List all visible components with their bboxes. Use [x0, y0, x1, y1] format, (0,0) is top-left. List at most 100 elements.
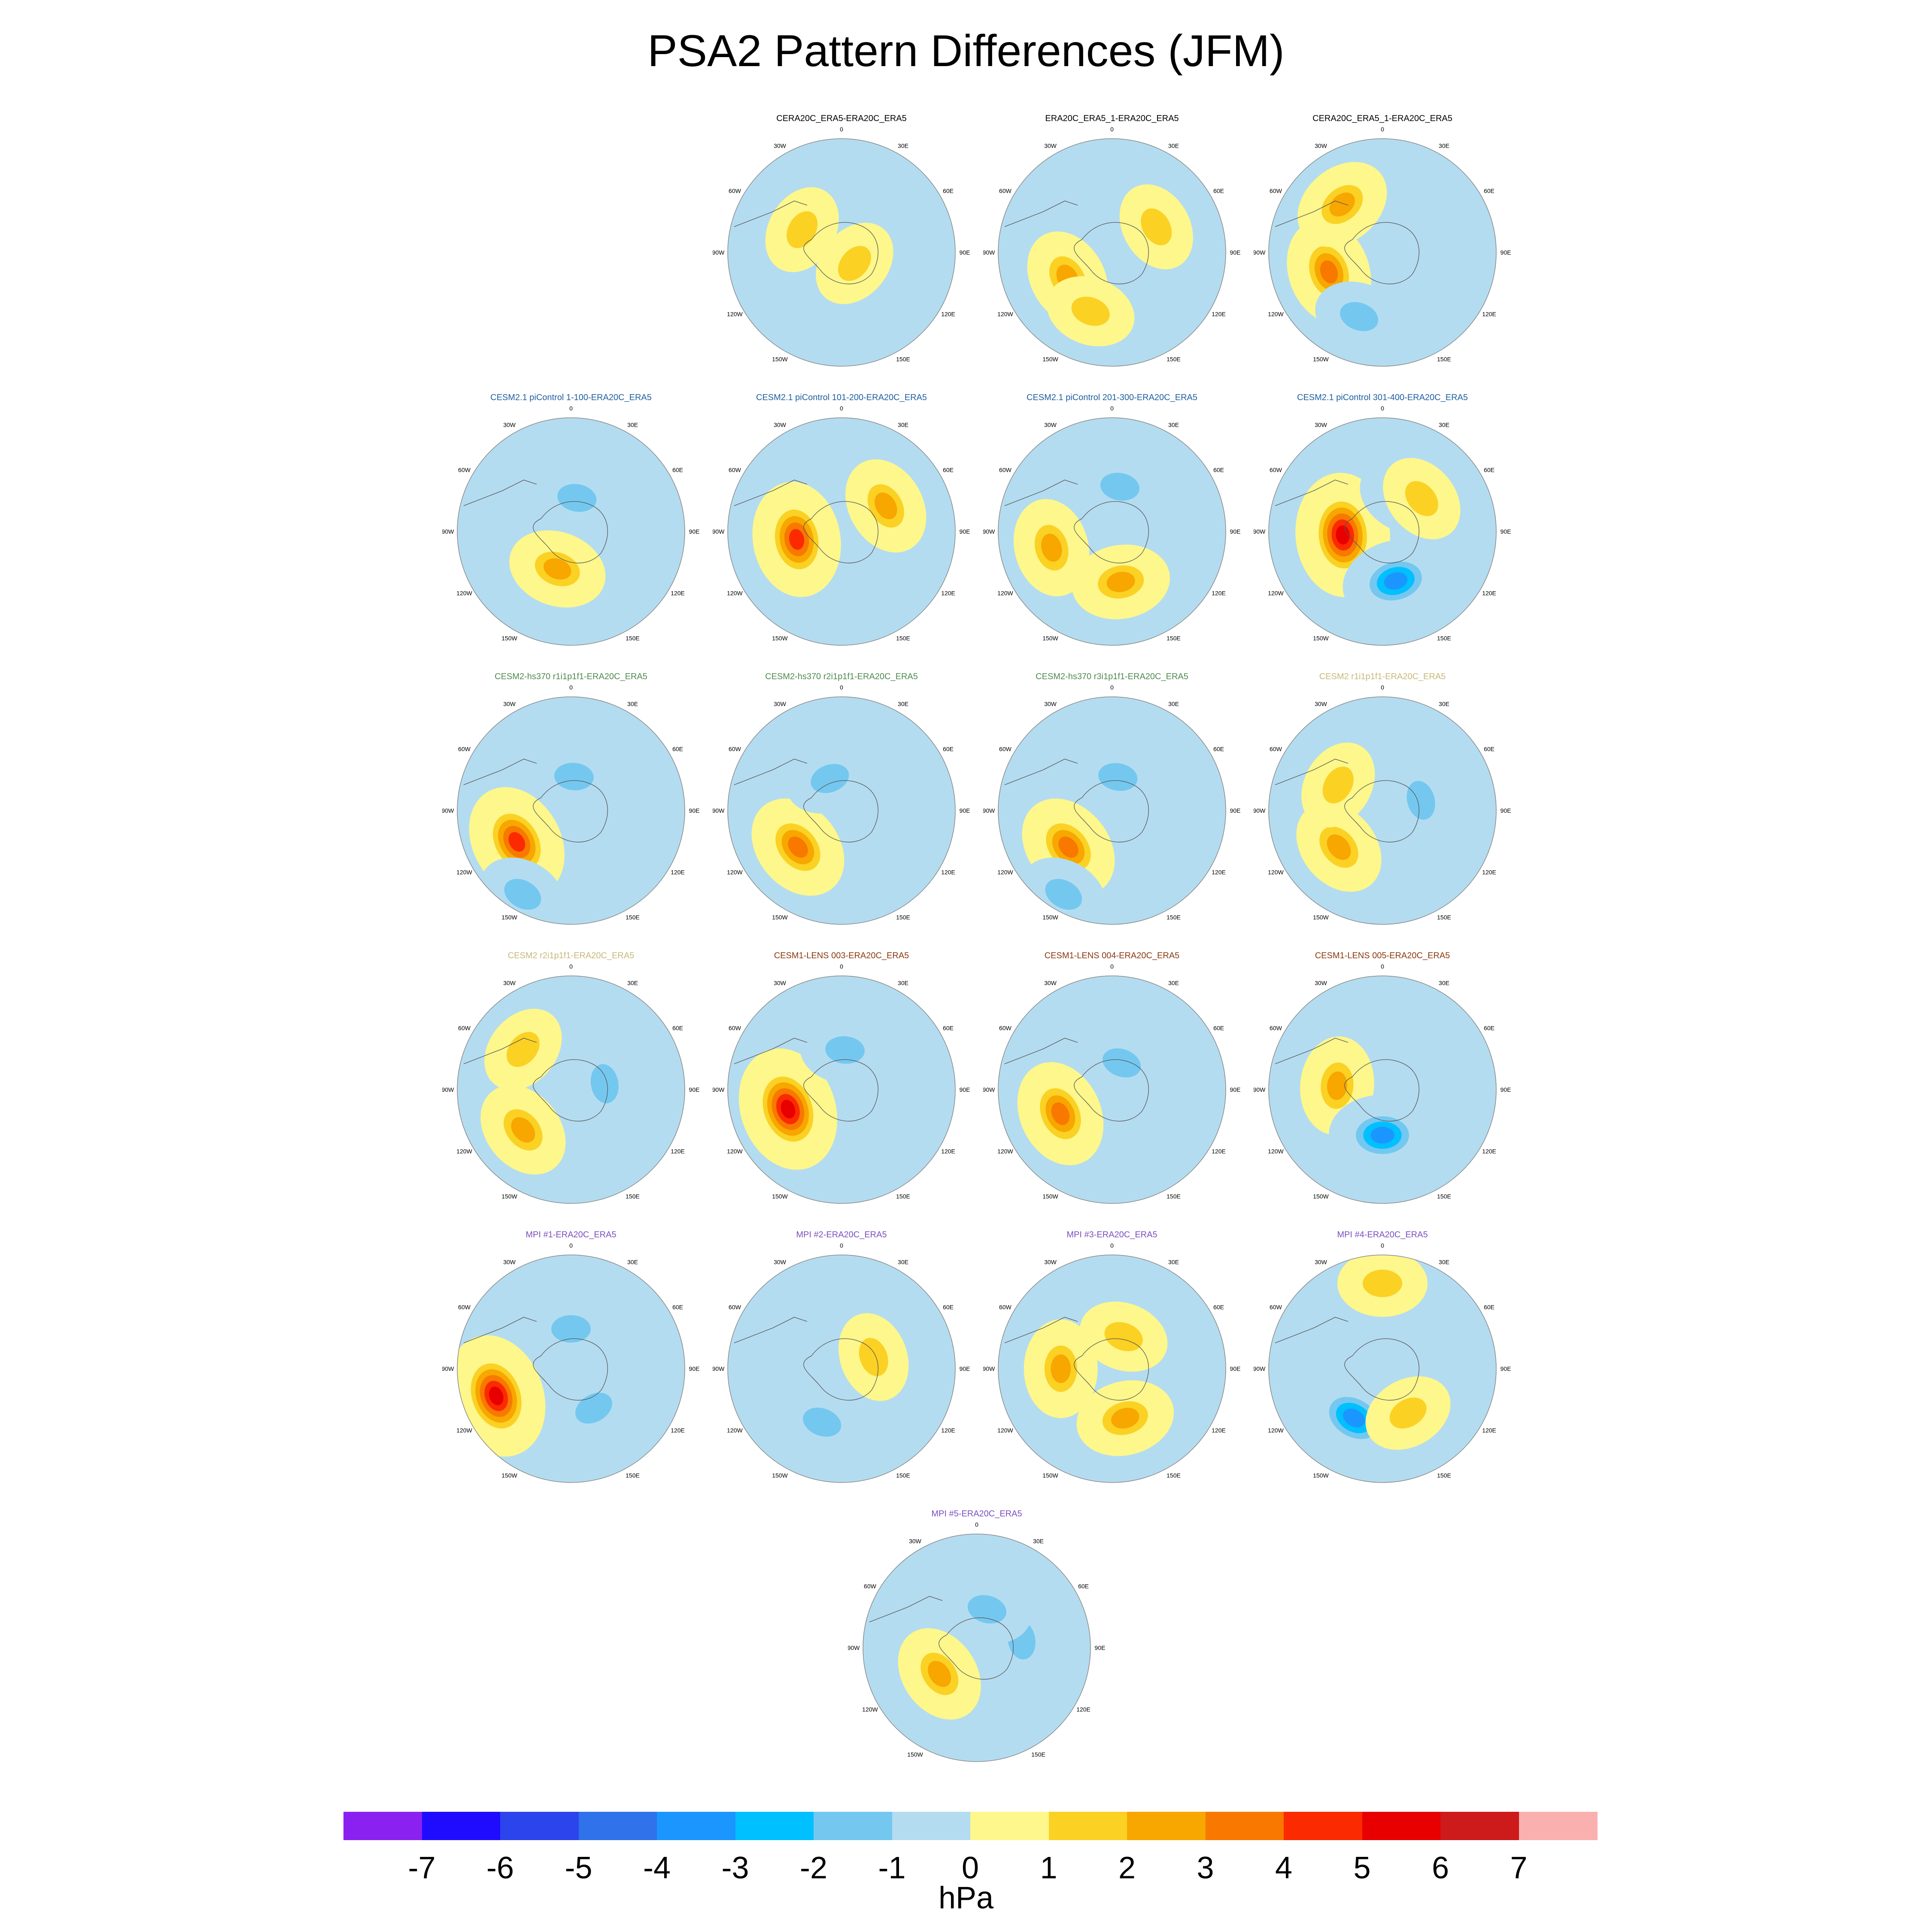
- positive-anomaly: [1141, 208, 1172, 246]
- longitude-label: 90E: [1230, 1086, 1241, 1093]
- longitude-label: 150E: [1166, 635, 1181, 642]
- longitude-label: 90E: [960, 249, 970, 256]
- longitude-label: 120W: [1268, 311, 1284, 318]
- colorbar-tick-label: 0: [961, 1851, 979, 1885]
- longitude-label: 120E: [941, 311, 955, 318]
- negative-anomaly: [1370, 1127, 1394, 1144]
- polar-map: 030E60E90E120E150E180150W120W90W60W30W: [713, 1242, 970, 1483]
- longitude-label: 30E: [898, 700, 908, 707]
- map-panel: CESM2.1 piControl 201-300-ERA20C_ERA5 0 30…: [983, 393, 1241, 650]
- longitude-label: 150E: [626, 1193, 640, 1200]
- longitude-label: 30W: [1315, 1258, 1327, 1265]
- longitude-label: 90E: [689, 1365, 700, 1372]
- longitude-label: 90W: [983, 807, 995, 814]
- colorbar-swatch: [735, 1812, 814, 1840]
- longitude-label: 150W: [1042, 914, 1058, 921]
- longitude-label: 60E: [672, 746, 683, 753]
- positive-anomaly: [1327, 1071, 1347, 1100]
- longitude-label: 60W: [1270, 1025, 1282, 1032]
- longitude-label: 0: [840, 1242, 843, 1249]
- longitude-label: 0: [1110, 126, 1114, 133]
- colorbar-tick-label: 7: [1510, 1851, 1528, 1885]
- longitude-label: 30E: [1168, 421, 1179, 428]
- longitude-label: 60E: [1213, 746, 1224, 753]
- map-panel: CESM2.1 piControl 1-100-ERA20C_ERA5 0 30E 6…: [442, 393, 700, 650]
- positive-anomaly: [1336, 525, 1350, 545]
- longitude-label: 150E: [896, 914, 910, 921]
- longitude-label: 120E: [941, 1148, 955, 1155]
- polar-map: 030E60E90E120E150E180150W120W90W60W30W: [983, 405, 1240, 646]
- longitude-label: 60E: [1078, 1583, 1089, 1590]
- longitude-label: 60W: [729, 1025, 741, 1032]
- longitude-label: 150W: [1313, 356, 1329, 363]
- longitude-label: 60E: [1484, 188, 1495, 194]
- longitude-label: 30W: [1044, 700, 1057, 707]
- longitude-label: 90E: [1501, 1365, 1511, 1372]
- colorbar-tick-label: 6: [1431, 1851, 1449, 1885]
- positive-anomaly: [1363, 1270, 1402, 1297]
- longitude-label: 150E: [1437, 1193, 1451, 1200]
- longitude-label: 60W: [1270, 746, 1282, 753]
- longitude-label: 30E: [627, 700, 638, 707]
- longitude-label: 150E: [626, 635, 640, 642]
- longitude-label: 150W: [1042, 1472, 1058, 1479]
- longitude-label: 30E: [1168, 700, 1179, 707]
- coastline: [1004, 1038, 1149, 1122]
- longitude-label: 30E: [898, 979, 908, 986]
- longitude-label: 150W: [1042, 1193, 1058, 1200]
- positive-anomaly: [1111, 1408, 1139, 1429]
- longitude-label: 60W: [458, 1304, 471, 1311]
- panel-title: MPI #2-ERA20C_ERA5: [796, 1230, 887, 1239]
- panel-title: CESM2.1 piControl 301-400-ERA20C_ERA5: [1297, 393, 1468, 402]
- polar-map: 030E60E90E120E150E180150W120W90W60W30W: [713, 126, 970, 367]
- longitude-label: 120E: [1212, 1427, 1226, 1434]
- negative-anomaly: [1103, 1048, 1141, 1078]
- coastline: [734, 480, 878, 564]
- longitude-label: 60W: [864, 1583, 877, 1590]
- colorbar-tick-label: -1: [878, 1851, 906, 1885]
- map-panel: CESM2 r2i1p1f1-ERA20C_ERA5 0 30E 60E 90E 120E…: [442, 951, 700, 1209]
- longitude-label: 60E: [1213, 467, 1224, 474]
- longitude-label: 30E: [1033, 1537, 1044, 1544]
- coastline: [1275, 1317, 1419, 1401]
- longitude-label: 60W: [999, 1304, 1012, 1311]
- map-panel: CESM2.1 piControl 101-200-ERA20C_ERA5 0 30…: [713, 393, 970, 650]
- longitude-label: 30W: [503, 421, 516, 428]
- longitude-label: 120W: [997, 869, 1013, 876]
- longitude-label: 90W: [1254, 1086, 1266, 1093]
- longitude-label: 60E: [1213, 1304, 1224, 1311]
- longitude-label: 120E: [671, 1148, 685, 1155]
- longitude-label: 120W: [727, 311, 743, 318]
- map-panel: CESM2-hs370 r3i1p1f1-ERA20C_ERA5 0 30E 60E 9…: [983, 672, 1241, 930]
- longitude-label: 150W: [501, 914, 517, 921]
- longitude-label: 150W: [501, 1193, 517, 1200]
- map-panel: MPI #4-ERA20C_ERA5030E60E90E120E150E1801…: [1254, 1230, 1511, 1488]
- longitude-label: 150W: [1313, 635, 1329, 642]
- longitude-label: 150E: [1437, 356, 1451, 363]
- longitude-label: 0: [840, 126, 843, 133]
- longitude-label: 30E: [1168, 142, 1179, 149]
- colorbar-swatch: [1362, 1812, 1441, 1840]
- longitude-label: 120W: [727, 869, 743, 876]
- coastline: [463, 1038, 608, 1122]
- coastline: [1275, 1038, 1419, 1122]
- map-panel: MPI #3-ERA20C_ERA5030E60E90E120E150E1801…: [983, 1230, 1241, 1488]
- longitude-label: 90E: [689, 1086, 700, 1093]
- longitude-label: 60W: [999, 188, 1012, 194]
- longitude-label: 30E: [898, 421, 908, 428]
- negative-anomaly: [504, 879, 541, 910]
- longitude-label: 150W: [772, 1193, 788, 1200]
- longitude-label: 120E: [1212, 869, 1226, 876]
- longitude-label: 30W: [774, 700, 787, 707]
- positive-anomaly: [489, 1386, 504, 1406]
- longitude-label: 150E: [1166, 1472, 1181, 1479]
- panel-title: MPI #4-ERA20C_ERA5: [1337, 1230, 1428, 1239]
- longitude-label: 90W: [713, 528, 725, 535]
- polar-map: 030E60E90E120E150E180150W120W90W60W30W: [713, 963, 970, 1204]
- longitude-label: 60W: [729, 1304, 741, 1311]
- longitude-label: 150E: [896, 1193, 910, 1200]
- colorbar-swatch: [1440, 1812, 1519, 1840]
- negative-anomaly: [554, 762, 594, 790]
- longitude-label: 90E: [960, 807, 970, 814]
- longitude-label: 0: [840, 405, 843, 412]
